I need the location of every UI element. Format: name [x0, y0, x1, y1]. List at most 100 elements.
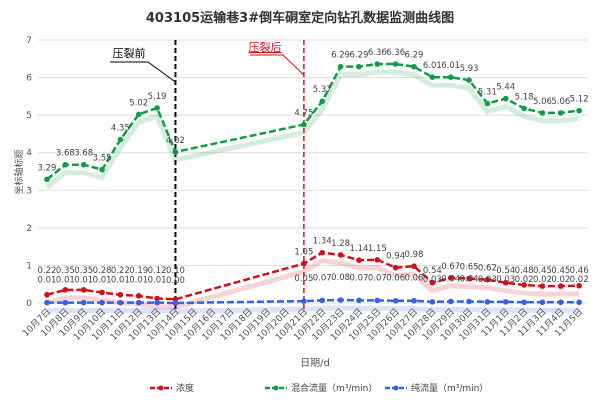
data-label: 3.55: [93, 154, 112, 164]
data-label: 0.00: [166, 276, 185, 286]
data-label: 0.12: [148, 266, 167, 276]
data-point: [319, 297, 326, 304]
data-point: [392, 264, 399, 271]
data-label: 6.36: [386, 48, 405, 58]
data-label: 0.02: [533, 275, 552, 285]
data-point: [576, 282, 582, 289]
data-label: 0.03: [478, 275, 497, 285]
data-label: 0.01: [148, 276, 167, 286]
data-point: [117, 136, 124, 143]
data-label: 1.05: [294, 248, 313, 258]
data-point: [539, 283, 546, 289]
data-label: 5.37: [313, 85, 332, 95]
data-point: [356, 257, 362, 263]
data-point: [99, 289, 105, 296]
data-label: 0.01: [38, 276, 57, 286]
data-point: [319, 249, 326, 256]
y-tick-label: 6: [26, 74, 32, 84]
data-label: 0.01: [56, 276, 75, 286]
data-label: 0.54: [423, 266, 442, 276]
data-label: 1.28: [331, 239, 350, 249]
data-point: [374, 61, 381, 67]
data-point: [154, 295, 160, 302]
legend-label: 混合流量（m³/min）: [291, 382, 377, 394]
data-label: 0.02: [551, 275, 570, 285]
data-label: 5.44: [496, 83, 515, 93]
legend-marker: [158, 385, 164, 391]
data-point: [154, 299, 160, 306]
data-point: [356, 297, 362, 304]
data-point: [117, 299, 124, 306]
data-point: [411, 297, 417, 304]
data-point: [447, 74, 454, 80]
data-point: [392, 297, 399, 304]
data-point: [301, 260, 307, 267]
data-label: 0.62: [478, 264, 497, 274]
data-point: [521, 282, 527, 288]
data-label: 0.35: [74, 266, 93, 276]
data-label: 6.29: [349, 51, 368, 61]
data-label: 0.02: [570, 275, 589, 285]
data-point: [337, 252, 344, 258]
data-label: 4.35: [111, 124, 130, 134]
data-point: [466, 275, 472, 282]
data-point: [447, 275, 454, 281]
legend-marker: [393, 385, 399, 391]
data-label: 0.48: [515, 266, 534, 276]
data-point: [558, 299, 564, 306]
series-line: [46, 62, 580, 181]
data-label: 0.10: [166, 266, 185, 276]
series-shadow: [45, 69, 580, 190]
data-label: 1.14: [349, 244, 368, 254]
data-point: [135, 111, 142, 118]
data-label: 0.67: [441, 262, 460, 272]
data-point: [484, 299, 491, 305]
chart-title: 403105运输巷3#倒车硐室定向钻孔数据监测曲线图: [146, 10, 454, 26]
x-axis-label: 日期/d: [300, 357, 330, 369]
data-label: 0.04: [441, 274, 460, 284]
data-point: [172, 149, 179, 155]
data-label: 5.02: [129, 98, 148, 108]
data-point: [558, 110, 564, 116]
data-point: [301, 298, 307, 304]
data-label: 0.94: [386, 252, 405, 262]
data-label: 1.15: [368, 244, 387, 254]
series-shadow: [47, 305, 580, 314]
data-point: [62, 161, 69, 168]
data-point: [502, 279, 509, 286]
annotation-after: 压裂后: [249, 41, 282, 54]
data-point: [466, 298, 472, 305]
data-label: 1.34: [313, 237, 332, 247]
data-point: [521, 105, 527, 112]
data-point: [319, 98, 326, 105]
data-label: 0.01: [93, 276, 112, 286]
data-point: [447, 298, 454, 305]
y-tick-label: 2: [26, 224, 32, 234]
data-label: 4.02: [166, 136, 185, 146]
data-point: [356, 63, 362, 70]
data-label: 0.19: [129, 266, 148, 276]
y-tick-label: 4: [26, 149, 32, 159]
data-point: [172, 300, 179, 306]
data-point: [429, 74, 436, 80]
data-point: [99, 299, 105, 306]
data-point: [337, 63, 344, 70]
data-label: 0.22: [111, 266, 130, 276]
data-label: 6.29: [405, 51, 424, 61]
data-label: 6.36: [368, 48, 387, 58]
data-point: [502, 299, 509, 305]
data-label: 0.46: [570, 266, 589, 276]
data-label: 0.06: [386, 274, 405, 284]
data-point: [62, 287, 69, 293]
data-label: 5.12: [570, 95, 589, 105]
data-label: 0.05: [294, 274, 313, 284]
data-label: 5.31: [478, 87, 497, 97]
legend-marker: [273, 385, 279, 391]
data-label: 0.07: [313, 273, 332, 283]
data-point: [62, 299, 69, 306]
data-label: 3.68: [56, 149, 75, 159]
data-point: [374, 297, 381, 304]
data-point: [429, 279, 436, 286]
data-label: 0.45: [551, 266, 570, 276]
